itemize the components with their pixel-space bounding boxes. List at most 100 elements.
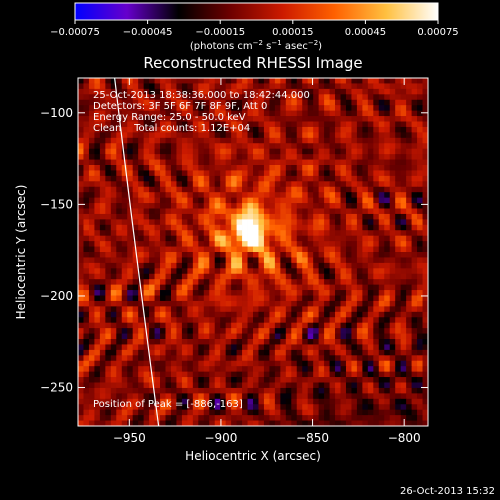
heatmap-cell (203, 88, 210, 95)
heatmap-cell (78, 409, 84, 416)
heatmap-cell (214, 181, 221, 188)
heatmap-cell (253, 121, 259, 128)
heatmap-cell (362, 94, 369, 101)
heatmap-cell (160, 126, 166, 133)
heatmap-cell (411, 219, 418, 226)
heatmap-cell (406, 355, 412, 362)
heatmap-cell (335, 110, 341, 117)
heatmap-cell (324, 415, 330, 421)
heatmap-cell (356, 143, 363, 150)
heatmap-cell (378, 317, 385, 324)
heatmap-cell (176, 344, 183, 351)
heatmap-cell (422, 409, 428, 416)
heatmap-cell (121, 404, 128, 411)
heatmap-cell (78, 219, 84, 226)
heatmap-cell (280, 409, 287, 416)
heatmap-cell (345, 306, 352, 313)
heatmap-cell (154, 165, 161, 171)
heatmap-cell (406, 175, 412, 182)
heatmap-cell (395, 344, 402, 351)
heatmap-cell (198, 295, 205, 302)
heatmap-cell (160, 175, 166, 182)
heatmap-cell (165, 398, 172, 405)
heatmap-cell (263, 88, 270, 95)
heatmap-cell (247, 235, 254, 242)
heatmap-cell (242, 94, 248, 101)
heatmap-cell (203, 382, 210, 389)
heatmap-cell (170, 208, 177, 215)
heatmap-cell (285, 230, 292, 237)
heatmap-cell (154, 295, 161, 302)
heatmap-cell (302, 393, 309, 400)
heatmap-cell (285, 99, 292, 106)
heatmap-cell (400, 404, 407, 411)
heatmap-cell (105, 409, 112, 416)
heatmap-cell (362, 78, 369, 84)
heatmap-cell (170, 268, 177, 275)
heatmap-cell (165, 143, 172, 150)
heatmap-cell (242, 415, 248, 421)
heatmap-cell (318, 181, 325, 188)
heatmap-cell (198, 165, 205, 171)
heatmap-cell (132, 197, 139, 204)
heatmap-cell (417, 328, 423, 334)
heatmap-cell (170, 317, 177, 324)
heatmap-cell (149, 246, 155, 253)
heatmap-cell (269, 159, 276, 166)
heatmap-cell (417, 371, 423, 378)
heatmap-cell (389, 349, 396, 356)
heatmap-cell (149, 268, 155, 275)
heatmap-cell (132, 170, 139, 177)
heatmap-cell (274, 219, 281, 226)
heatmap-cell (362, 165, 369, 171)
heatmap-cell (356, 137, 363, 144)
heatmap-cell (105, 420, 112, 426)
heatmap-cell (384, 322, 391, 329)
heatmap-cell (220, 208, 227, 215)
heatmap-cell (263, 154, 270, 160)
heatmap-cell (335, 371, 341, 378)
heatmap-cell (94, 170, 101, 177)
heatmap-cell (214, 262, 221, 269)
heatmap-cell (138, 224, 145, 231)
heatmap-cell (116, 213, 123, 220)
heatmap-cell (307, 328, 314, 334)
heatmap-cell (165, 295, 172, 302)
heatmap-cell (116, 355, 123, 362)
heatmap-cell (198, 371, 205, 378)
heatmap-cell (187, 339, 194, 345)
heatmap-cell (192, 148, 199, 155)
heatmap-cell (258, 99, 265, 106)
heatmap-cell (362, 246, 369, 253)
heatmap-cell (378, 208, 385, 215)
heatmap-cell (220, 300, 227, 307)
heatmap-cell (274, 290, 281, 296)
heatmap-cell (138, 110, 145, 117)
heatmap-cell (384, 268, 391, 275)
heatmap-cell (121, 409, 128, 416)
heatmap-cell (170, 322, 177, 329)
heatmap-cell (395, 333, 402, 340)
heatmap-cell (411, 170, 418, 177)
heatmap-cell (138, 246, 145, 253)
heatmap-cell (318, 246, 325, 253)
heatmap-cell (236, 213, 243, 220)
heatmap-cell (313, 165, 320, 171)
heatmap-cell (214, 213, 221, 220)
heatmap-cell (214, 317, 221, 324)
heatmap-cell (88, 230, 95, 237)
solar-limb-curve (114, 78, 160, 426)
heatmap-cell (417, 295, 423, 302)
heatmap-cell (236, 257, 243, 264)
heatmap-cell (88, 300, 95, 307)
heatmap-cell (389, 246, 396, 253)
heatmap-cell (138, 219, 145, 226)
heatmap-cell (335, 382, 341, 389)
heatmap-cell (378, 420, 385, 426)
heatmap-cell (258, 197, 265, 204)
heatmap-cell (351, 235, 358, 242)
heatmap-cell (324, 355, 330, 362)
heatmap-cell (149, 333, 155, 340)
heatmap-cell (253, 328, 259, 334)
heatmap-cell (165, 404, 172, 411)
